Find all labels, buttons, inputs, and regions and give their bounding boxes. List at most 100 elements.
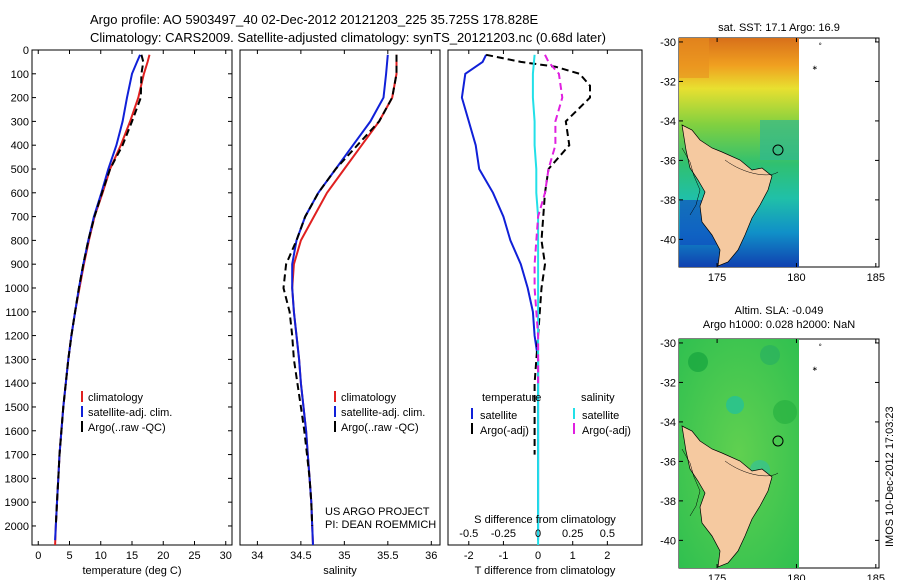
y-tick-label: 900: [11, 259, 29, 271]
y-tick-label: -40: [660, 234, 676, 246]
header-line1: Argo profile: AO 5903497_40 02-Dec-2012 …: [90, 12, 538, 27]
argo-location-marker: [772, 435, 784, 447]
y-tick-label: 1400: [5, 378, 29, 390]
y-tick-label: -30: [660, 338, 676, 350]
y-tick-label: 100: [11, 69, 29, 81]
x-tick-label: 34.5: [290, 550, 311, 562]
x-axis-label: T difference from climatology: [475, 565, 616, 577]
svg-text:∘: ∘: [818, 342, 822, 349]
sst-map-panel: sat. SST: 17.1 Argo: 16.9 ∘ ∗ 175 180 185 -…: [660, 22, 885, 284]
x-tick-label: 175: [708, 573, 726, 580]
svg-text:∘: ∘: [818, 41, 822, 48]
legend-label: satellite-adj. clim.: [88, 407, 172, 419]
new-zealand-land: [681, 124, 773, 267]
x-top-axis-label: S difference from climatology: [474, 514, 616, 526]
y-tick-label: -38: [660, 496, 676, 508]
argo-location-marker: [772, 144, 784, 156]
legend-label: satellite: [582, 410, 619, 422]
new-zealand-land: [681, 425, 773, 568]
x-tick-label: 185: [867, 272, 885, 284]
temperature-profile-panel: 0100200300400500600700800900100011001200…: [5, 45, 233, 577]
legend-label: Argo(-adj): [480, 425, 529, 437]
series-line-blue: [291, 54, 389, 546]
series-line-black: [54, 54, 145, 527]
legend-label: Argo(..raw -QC): [341, 422, 419, 434]
y-tick-label: -32: [660, 377, 676, 389]
x-tick-label: 15: [126, 550, 138, 562]
series-line-magenta: [533, 54, 564, 384]
y-tick-label: -36: [660, 155, 676, 167]
x-tick-label: 185: [867, 573, 885, 580]
y-tick-label: 1100: [5, 307, 29, 319]
series-line-cyan: [531, 54, 540, 545]
legend-label: climatology: [341, 392, 397, 404]
x-top-tick-label: 0.5: [600, 528, 615, 540]
legend-label: satellite-adj. clim.: [341, 407, 425, 419]
y-tick-label: -34: [660, 417, 676, 429]
x-tick-label: 20: [157, 550, 169, 562]
y-tick-label: -34: [660, 116, 676, 128]
x-tick-label: 36: [425, 550, 437, 562]
x-tick-label: 2: [604, 550, 610, 562]
x-top-tick-label: -0.25: [491, 528, 516, 540]
svg-text:∗: ∗: [812, 366, 818, 373]
annotation-line1: US ARGO PROJECT: [325, 506, 430, 518]
x-tick-label: 0: [535, 550, 541, 562]
x-tick-label: 35: [338, 550, 350, 562]
legend-label: satellite: [480, 410, 517, 422]
y-tick-label: -36: [660, 456, 676, 468]
annotation-line2: PI: DEAN ROEMMICH: [325, 519, 436, 531]
header-line2: Climatology: CARS2009. Satellite-adjuste…: [90, 30, 606, 45]
salinity-profile-panel: 34 34.5 35 35.5 36 salinity climatology satelli…: [239, 49, 441, 577]
y-tick-label: 1900: [5, 497, 29, 509]
sla-map-panel: Altim. SLA: -0.049 Argo h1000: 0.028 h20…: [660, 305, 885, 580]
x-tick-label: 180: [787, 272, 805, 284]
sla-map-title-line1: Altim. SLA: -0.049: [735, 305, 824, 317]
svg-text:∗: ∗: [812, 65, 818, 72]
y-tick-label: 1600: [5, 426, 29, 438]
y-tick-label: 700: [11, 212, 29, 224]
difference-profile-panel: -2 -1 0 1 2 T difference from climatology -0.5…: [447, 49, 643, 577]
y-tick-label: 1800: [5, 473, 29, 485]
y-tick-label: 500: [11, 164, 29, 176]
plot-frame: [447, 49, 643, 546]
x-tick-label: 10: [95, 550, 107, 562]
x-axis-label: temperature (deg C): [82, 565, 181, 577]
y-tick-label: -40: [660, 535, 676, 547]
series-line-black: [282, 54, 398, 527]
y-tick-label: 1700: [5, 450, 29, 462]
y-tick-label: 300: [11, 116, 29, 128]
x-tick-label: 34: [251, 550, 263, 562]
y-tick-label: 800: [11, 235, 29, 247]
y-tick-label: -38: [660, 195, 676, 207]
y-tick-label: 1500: [5, 402, 29, 414]
side-label: IMOS 10-Dec-2012 17:03:23: [884, 406, 896, 547]
legend-title-temperature: temperature: [482, 392, 541, 404]
x-top-tick-label: 0: [535, 528, 541, 540]
plot-frame: [31, 49, 233, 546]
sla-map-title-line2: Argo h1000: 0.028 h2000: NaN: [703, 319, 855, 331]
y-tick-label: -30: [660, 37, 676, 49]
y-tick-label: 2000: [5, 521, 29, 533]
sst-map-title: sat. SST: 17.1 Argo: 16.9: [718, 22, 840, 34]
y-tick-label: 200: [11, 93, 29, 105]
y-tick-label: 600: [11, 188, 29, 200]
legend-label: Argo(-adj): [582, 425, 631, 437]
legend-label: Argo(..raw -QC): [88, 422, 166, 434]
y-tick-label: 1000: [5, 283, 29, 295]
plot-frame: [239, 49, 441, 546]
y-tick-label: 1300: [5, 354, 29, 366]
x-top-tick-label: -0.5: [459, 528, 478, 540]
legend-title-salinity: salinity: [581, 392, 615, 404]
x-top-tick-label: 0.25: [562, 528, 583, 540]
x-tick-label: 175: [708, 272, 726, 284]
x-tick-label: 0: [35, 550, 41, 562]
x-tick-label: -1: [499, 550, 509, 562]
y-tick-label: -32: [660, 76, 676, 88]
x-tick-label: 180: [787, 573, 805, 580]
x-tick-label: 30: [220, 550, 232, 562]
x-tick-label: 25: [188, 550, 200, 562]
x-tick-label: 1: [570, 550, 576, 562]
legend-label: climatology: [88, 392, 144, 404]
